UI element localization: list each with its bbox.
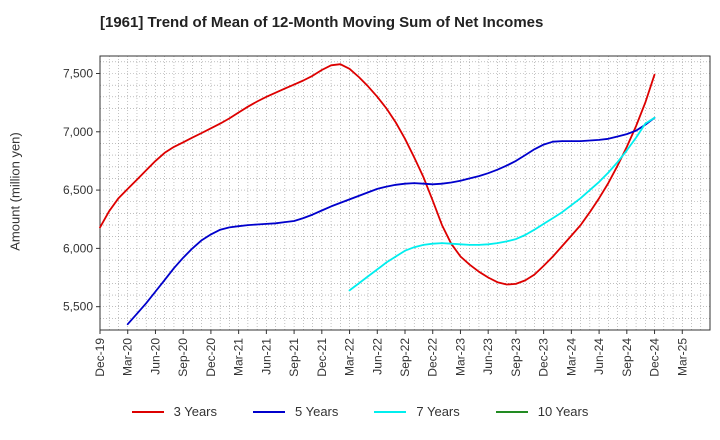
x-tick-label: Jun-23 xyxy=(481,338,495,375)
legend-swatch xyxy=(253,410,285,413)
legend-swatch xyxy=(374,410,407,413)
x-tick-label: Dec-24 xyxy=(648,338,662,377)
x-tick-label: Jun-20 xyxy=(148,338,162,375)
legend-label: 7 Years xyxy=(416,404,460,419)
plot-area xyxy=(100,56,710,330)
x-tick-label: Sep-22 xyxy=(398,338,412,377)
x-tick-label: Sep-20 xyxy=(176,338,190,377)
x-tick-label: Sep-24 xyxy=(620,338,634,377)
y-tick-label: 6,500 xyxy=(63,183,93,197)
x-tick-label: Dec-23 xyxy=(537,338,551,377)
series-line-3-years xyxy=(99,63,656,286)
legend-item: 7 Years xyxy=(374,404,460,419)
legend-swatch xyxy=(131,410,164,413)
x-tick-label: Sep-23 xyxy=(509,338,523,377)
y-tick-label: 7,500 xyxy=(63,66,93,80)
legend-item: 10 Years xyxy=(495,404,589,419)
chart-title: [1961] Trend of Mean of 12-Month Moving … xyxy=(100,14,544,31)
y-tick-label: 7,000 xyxy=(63,125,93,139)
x-tick-label: Mar-25 xyxy=(675,338,689,376)
x-tick-label: Mar-23 xyxy=(453,338,467,376)
legend-label: 5 Years xyxy=(295,404,339,419)
x-tick-label: Mar-20 xyxy=(121,338,135,376)
legend-item: 5 Years xyxy=(253,404,338,419)
x-tick-label: Jun-21 xyxy=(259,338,273,375)
x-tick-label: Sep-21 xyxy=(287,338,301,377)
legend-label: 3 Years xyxy=(173,404,217,419)
series-line-7-years xyxy=(348,116,656,292)
legend-swatch xyxy=(495,410,528,413)
x-tick-label: Mar-22 xyxy=(343,338,357,376)
x-tick-label: Mar-21 xyxy=(232,338,246,376)
y-tick-label: 6,000 xyxy=(63,241,93,255)
x-tick-label: Jun-22 xyxy=(370,338,384,375)
x-tick-label: Dec-19 xyxy=(93,338,107,377)
x-tick-label: Mar-24 xyxy=(564,338,578,376)
x-tick-label: Dec-20 xyxy=(204,338,218,377)
x-tick-label: Dec-21 xyxy=(315,338,329,377)
y-tick-label: 5,500 xyxy=(63,300,93,314)
series-line-5-years xyxy=(126,116,656,326)
x-tick-label: Jun-24 xyxy=(592,338,606,375)
legend-label: 10 Years xyxy=(537,404,589,419)
legend-item: 3 Years xyxy=(131,404,217,419)
x-tick-label: Dec-22 xyxy=(426,338,440,377)
legend: 3 Years 5 Years 7 Years 10 Years xyxy=(0,404,720,419)
